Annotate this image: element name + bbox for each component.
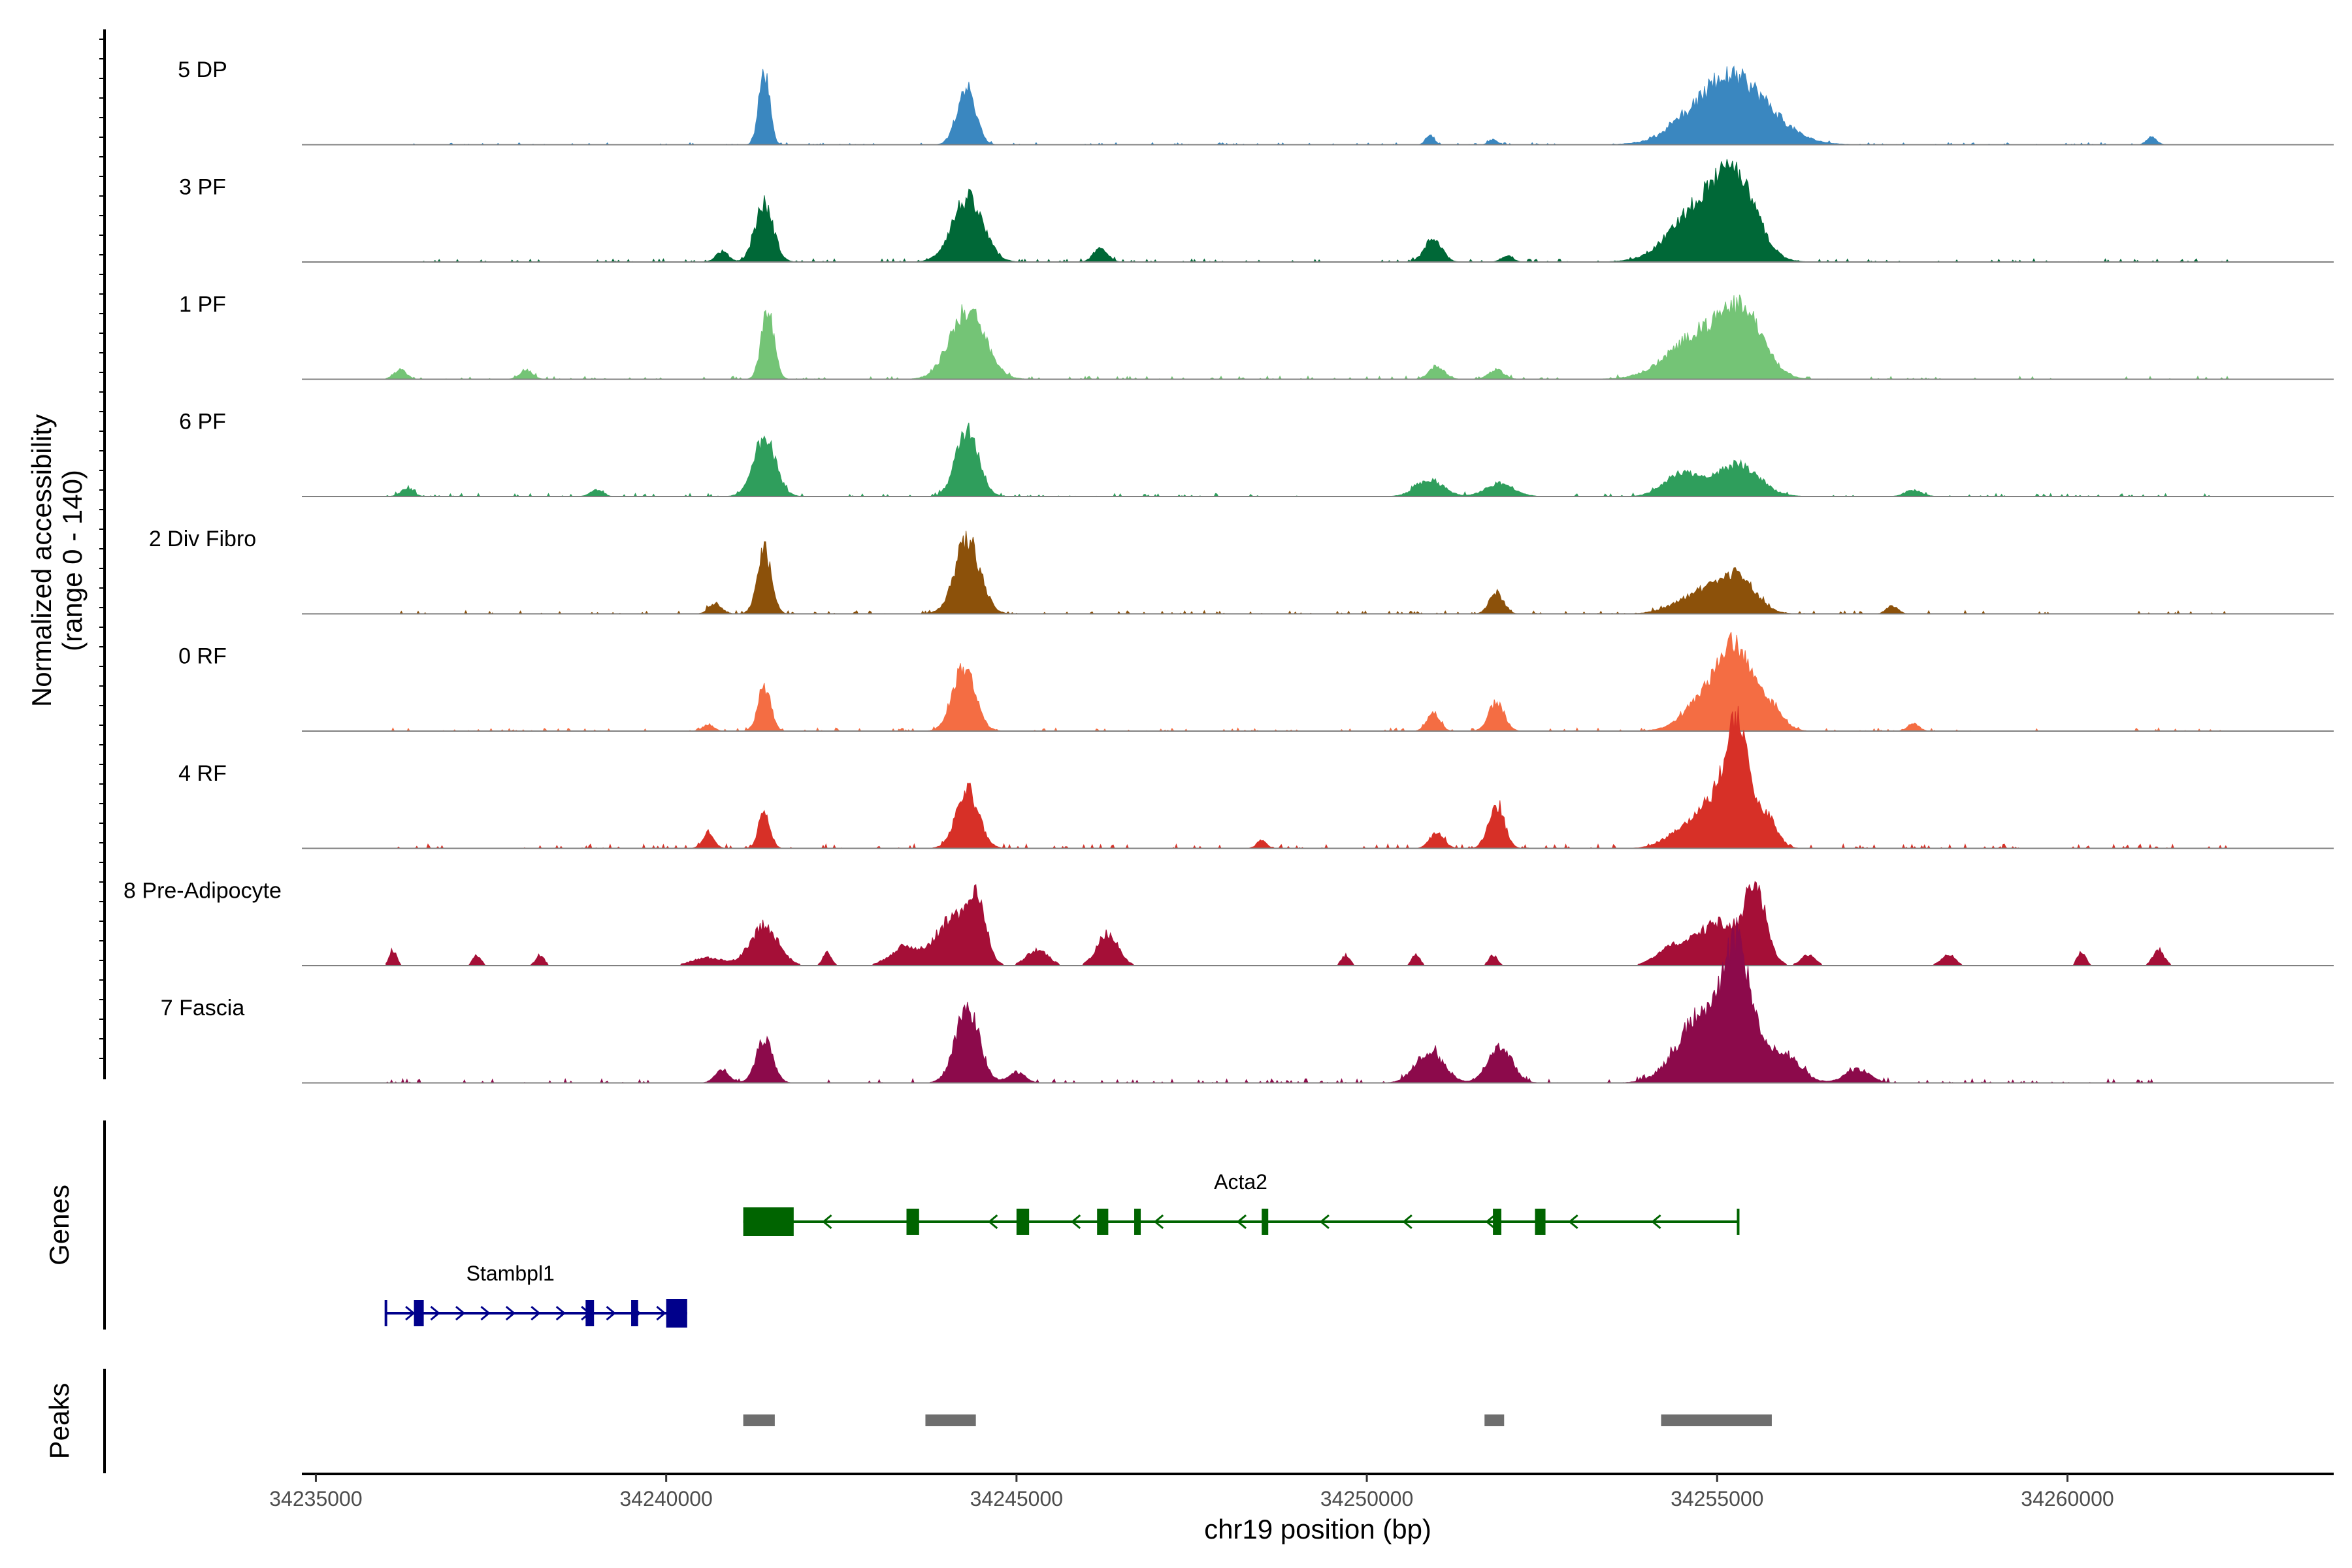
gene-exon bbox=[1097, 1209, 1109, 1235]
track-2-div-fibro: 2 Div Fibro bbox=[149, 527, 2334, 615]
gene-exon bbox=[1493, 1209, 1501, 1235]
coverage-area bbox=[385, 531, 2229, 615]
x-tick-label: 34240000 bbox=[619, 1487, 712, 1511]
track-label: 3 PF bbox=[179, 175, 226, 200]
peaks-track bbox=[743, 1414, 1772, 1426]
x-tick-label: 34255000 bbox=[1671, 1487, 1763, 1511]
gene-stambpl1: Stambpl1 bbox=[384, 1262, 687, 1328]
x-tick-label: 34245000 bbox=[970, 1487, 1063, 1511]
track-label: 2 Div Fibro bbox=[149, 527, 256, 551]
strand-chevron bbox=[1236, 1214, 1247, 1230]
gene-exon bbox=[631, 1300, 638, 1326]
strand-chevron bbox=[1153, 1214, 1164, 1230]
peak-region bbox=[743, 1414, 775, 1426]
strand-chevron bbox=[430, 1305, 440, 1321]
strand-chevron bbox=[455, 1305, 466, 1321]
track-label: 6 PF bbox=[179, 410, 226, 434]
gene-acta2: Acta2 bbox=[743, 1170, 1740, 1236]
track-7-fascia: 7 Fascia bbox=[161, 917, 2334, 1084]
strand-chevron bbox=[531, 1305, 541, 1321]
x-axis-ticks: 34235000 34240000 34245000 34250000 34255000… bbox=[269, 1474, 2114, 1511]
gene-exon bbox=[1262, 1209, 1269, 1235]
strand-chevron bbox=[1319, 1214, 1330, 1230]
track-5-dp: 5 DP bbox=[178, 57, 2334, 146]
coverage-area bbox=[385, 65, 2166, 146]
peak-region bbox=[1661, 1414, 1772, 1426]
track-label: 7 Fascia bbox=[161, 996, 245, 1021]
strand-chevron bbox=[1070, 1214, 1081, 1230]
track-label: 8 Pre-Adipocyte bbox=[123, 879, 282, 904]
strand-chevron bbox=[606, 1305, 616, 1321]
gene-exon bbox=[414, 1300, 424, 1326]
track-label: 5 DP bbox=[178, 57, 227, 82]
strand-chevron bbox=[555, 1305, 566, 1321]
track-label: 1 PF bbox=[179, 292, 226, 317]
gene-exon bbox=[1016, 1209, 1030, 1235]
strand-chevron bbox=[656, 1305, 666, 1321]
y-axis-title-line1: Normalized accessibility bbox=[26, 414, 57, 707]
x-tick-label: 34250000 bbox=[1320, 1487, 1413, 1511]
track-6-pf: 6 PF bbox=[179, 410, 2334, 497]
gene-exon bbox=[585, 1300, 595, 1326]
coverage-y-axis-ticks bbox=[99, 39, 105, 1059]
coverage-area bbox=[385, 294, 2229, 380]
track-8-pre-adipocyte: 8 Pre-Adipocyte bbox=[123, 879, 2334, 966]
strand-chevron bbox=[1485, 1214, 1495, 1230]
gene-label: Stambpl1 bbox=[466, 1262, 555, 1285]
strand-chevron bbox=[1568, 1214, 1578, 1230]
gene-exon bbox=[1134, 1209, 1141, 1235]
track-4-rf: 4 RF bbox=[178, 706, 2334, 849]
track-3-pf: 3 PF bbox=[179, 159, 2334, 263]
accessibility-tracks: 5 DP 3 PF 1 PF 6 PF 2 Div Fibro 0 RF 4 RF 8 Pre… bbox=[123, 57, 2334, 1084]
peaks-track-label: Peaks bbox=[44, 1383, 74, 1460]
x-axis-title: chr19 position (bp) bbox=[1204, 1514, 1431, 1544]
gene-exon bbox=[743, 1207, 794, 1236]
y-axis-title-line2: (range 0 - 140) bbox=[57, 470, 88, 651]
coverage-area bbox=[385, 632, 2229, 732]
track-0-rf: 0 RF bbox=[178, 632, 2334, 732]
gene-exon bbox=[906, 1209, 919, 1235]
coverage-area bbox=[385, 917, 2159, 1084]
gene-exon bbox=[666, 1299, 687, 1328]
strand-chevron bbox=[1402, 1214, 1413, 1230]
strand-chevron bbox=[822, 1214, 832, 1230]
x-tick-label: 34260000 bbox=[2021, 1487, 2114, 1511]
genes-track: Acta2 Stambpl1 bbox=[384, 1170, 1740, 1328]
strand-chevron bbox=[987, 1214, 998, 1230]
x-tick-label: 34235000 bbox=[269, 1487, 362, 1511]
coverage-area bbox=[385, 159, 2229, 263]
track-label: 0 RF bbox=[178, 644, 227, 669]
gene-exon bbox=[1535, 1209, 1546, 1235]
track-1-pf: 1 PF bbox=[179, 292, 2334, 380]
coverage-area bbox=[385, 422, 2229, 497]
peak-region bbox=[925, 1414, 976, 1426]
strand-chevron bbox=[505, 1305, 516, 1321]
strand-chevron bbox=[480, 1305, 491, 1321]
strand-chevron bbox=[1651, 1214, 1661, 1230]
peak-region bbox=[1484, 1414, 1505, 1426]
coverage-area bbox=[385, 881, 2194, 966]
gene-label: Acta2 bbox=[1214, 1170, 1267, 1194]
genes-track-label: Genes bbox=[44, 1184, 74, 1266]
strand-chevron bbox=[405, 1305, 416, 1321]
coverage-area bbox=[385, 706, 2229, 849]
track-label: 4 RF bbox=[178, 761, 227, 786]
